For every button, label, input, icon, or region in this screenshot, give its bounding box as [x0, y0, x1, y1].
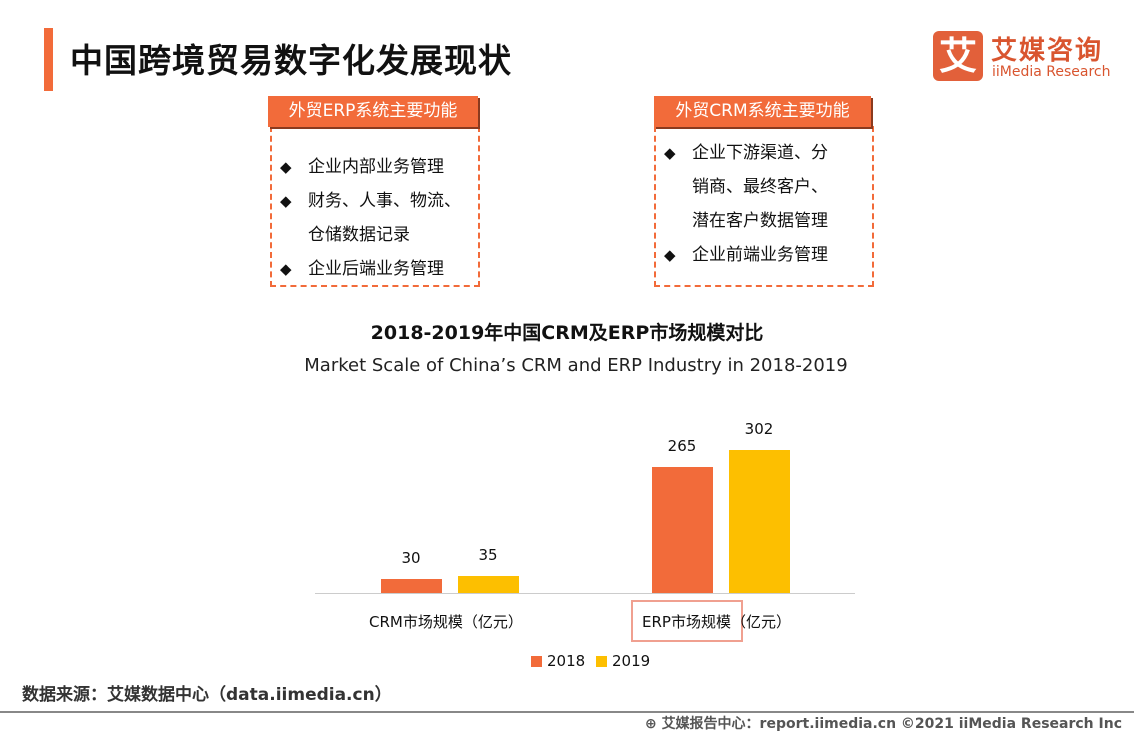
function-item: ◆ 财务、人事、物流、 [272, 184, 478, 218]
diamond-bullet-icon: ◆ [280, 192, 292, 210]
data-label-2018-0: 30 [401, 548, 421, 567]
category-label-crm: CRM市场规模（亿元） [369, 613, 523, 631]
category-label-erp: ERP市场规模（亿元） [642, 613, 791, 631]
function-item: 销商、最终客户、 [692, 177, 828, 197]
legend-2018: 2018 [531, 652, 585, 670]
footer-text: ⊕ 艾媒报告中心：report.iimedia.cn ©2021 iiMedia… [644, 716, 1122, 732]
logo-text-en: iiMedia Research [992, 64, 1111, 80]
bar-2019-1 [729, 449, 790, 593]
diamond-bullet-icon: ◆ [280, 260, 292, 278]
chart-title: 2018-2019年中国CRM及ERP市场规模对比 [370, 322, 764, 344]
function-item: 潜在客户数据管理 [692, 211, 828, 231]
data-label-2018-1: 265 [667, 437, 697, 456]
footer-divider [0, 711, 1134, 713]
data-source: 数据来源：艾媒数据中心（data.iimedia.cn） [22, 685, 392, 705]
globe-icon: ⊕ [644, 716, 662, 732]
diamond-bullet-icon: ◆ [664, 144, 676, 162]
crm-functions-header: 外贸CRM系统主要功能 [654, 96, 871, 127]
diamond-bullet-icon: ◆ [280, 158, 292, 176]
legend-2019: 2019 [596, 652, 650, 670]
bar-2018-1 [652, 467, 713, 593]
erp-functions-box: ◆ 企业内部业务管理 ◆ 财务、人事、物流、仓储数据记录 ◆ 企业后端业务管理 [270, 126, 480, 287]
erp-highlight-box [631, 600, 743, 642]
logo-icon: 艾 [933, 31, 983, 81]
data-label-2019-0: 35 [478, 546, 498, 565]
diamond-bullet-icon: ◆ [664, 246, 676, 264]
chart-subtitle: Market Scale of China’s CRM and ERP Indu… [304, 355, 848, 376]
title-accent-bar [44, 28, 53, 91]
x-axis [315, 593, 855, 594]
crm-functions-box: ◆ 企业下游渠道、分销商、最终客户、 潜在客户数据管理 ◆ 企业前端业务管理 [654, 126, 874, 287]
page-title: 中国跨境贸易数字化发展现状 [70, 41, 512, 80]
logo-text-cn: 艾媒咨询 [991, 36, 1104, 66]
function-item: ◆ 企业下游渠道、分 [656, 136, 872, 170]
function-item: ◆ 企业前端业务管理 [656, 238, 872, 272]
data-label-2019-1: 302 [744, 419, 774, 438]
function-item: ◆ 企业后端业务管理 [272, 252, 478, 286]
bar-2019-0 [458, 576, 519, 593]
function-item: ◆ 企业内部业务管理 [272, 150, 478, 184]
bar-2018-0 [381, 578, 442, 593]
function-item: 仓储数据记录 [308, 225, 410, 245]
erp-functions-header: 外贸ERP系统主要功能 [268, 96, 478, 127]
